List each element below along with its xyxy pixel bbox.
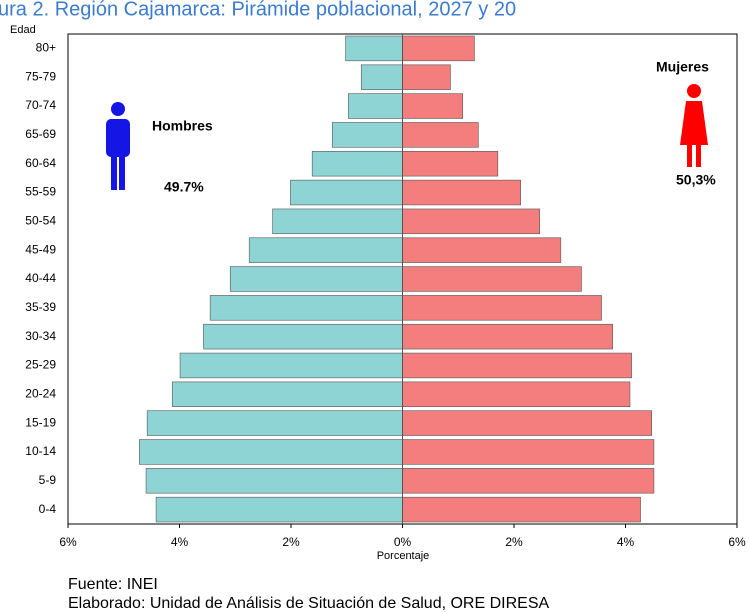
bar (402, 237, 562, 263)
bar (145, 468, 403, 494)
y-tick-label: 30-34 (25, 329, 56, 343)
footer: Elaborado: Unidad de Análisis de Situaci… (68, 595, 550, 612)
bar (360, 64, 403, 90)
footer: Fuente: INEI (68, 576, 158, 593)
y-tick-label: 20-24 (25, 386, 56, 400)
y-tick-label: 0-4 (39, 502, 57, 516)
bar (402, 323, 613, 350)
y-tick-label: 25-29 (25, 358, 56, 372)
y-tick-label: 5-9 (39, 473, 57, 487)
male-icon (106, 102, 130, 190)
y-axis-label: Edad (10, 24, 36, 36)
bar (179, 352, 403, 379)
y-tick-label: 75-79 (25, 69, 56, 83)
annotation: Mujeres (656, 59, 709, 75)
annotation: 49.7% (164, 179, 204, 195)
bar (311, 151, 403, 177)
bar (402, 122, 479, 148)
bar (402, 179, 521, 206)
y-tick-label: 60-64 (25, 156, 56, 170)
x-tick-label: 2% (505, 535, 523, 549)
y-tick-label: 10-14 (25, 444, 56, 458)
x-axis-label: Porcentaje (377, 550, 430, 562)
x-tick-label: 4% (617, 535, 635, 549)
y-tick-label: 55-59 (25, 185, 56, 199)
bar (139, 439, 403, 465)
female-icon (680, 84, 708, 167)
y-tick-label: 80+ (36, 41, 56, 55)
y-tick-label: 15-19 (25, 415, 56, 429)
bar (402, 266, 582, 292)
bar (402, 151, 499, 177)
y-tick-label: 70-74 (25, 98, 56, 112)
annotation: 50,3% (676, 172, 716, 188)
bar (402, 468, 655, 494)
y-tick-label: 40-44 (25, 271, 56, 285)
bar (348, 93, 403, 119)
x-tick-label: 6% (728, 535, 746, 549)
x-tick-label: 2% (282, 535, 300, 549)
bar (248, 237, 403, 263)
bar (402, 35, 475, 62)
bar (402, 208, 540, 235)
bar (155, 496, 403, 523)
bar (272, 208, 403, 235)
bar (290, 179, 403, 206)
bar (402, 381, 631, 407)
bar (402, 352, 632, 379)
chart-title: ura 2. Región Cajamarca: Pirámide poblac… (0, 0, 516, 20)
x-tick-label: 0% (394, 535, 412, 549)
bar (345, 35, 403, 62)
x-tick-label: 6% (59, 535, 77, 549)
bar (331, 122, 403, 148)
bar (146, 410, 403, 436)
y-tick-label: 65-69 (25, 127, 56, 141)
bar (402, 93, 464, 119)
bar (402, 295, 602, 321)
bar (402, 496, 641, 523)
bar (402, 410, 653, 436)
bar (203, 323, 403, 350)
bar (171, 381, 403, 407)
y-tick-label: 50-54 (25, 214, 56, 228)
y-tick-label: 45-49 (25, 242, 56, 256)
x-tick-label: 4% (171, 535, 189, 549)
bar (229, 266, 403, 292)
bar (402, 64, 451, 90)
y-tick-label: 35-39 (25, 300, 56, 314)
bar (402, 439, 655, 465)
annotation: Hombres (152, 118, 213, 134)
bar (209, 295, 403, 321)
